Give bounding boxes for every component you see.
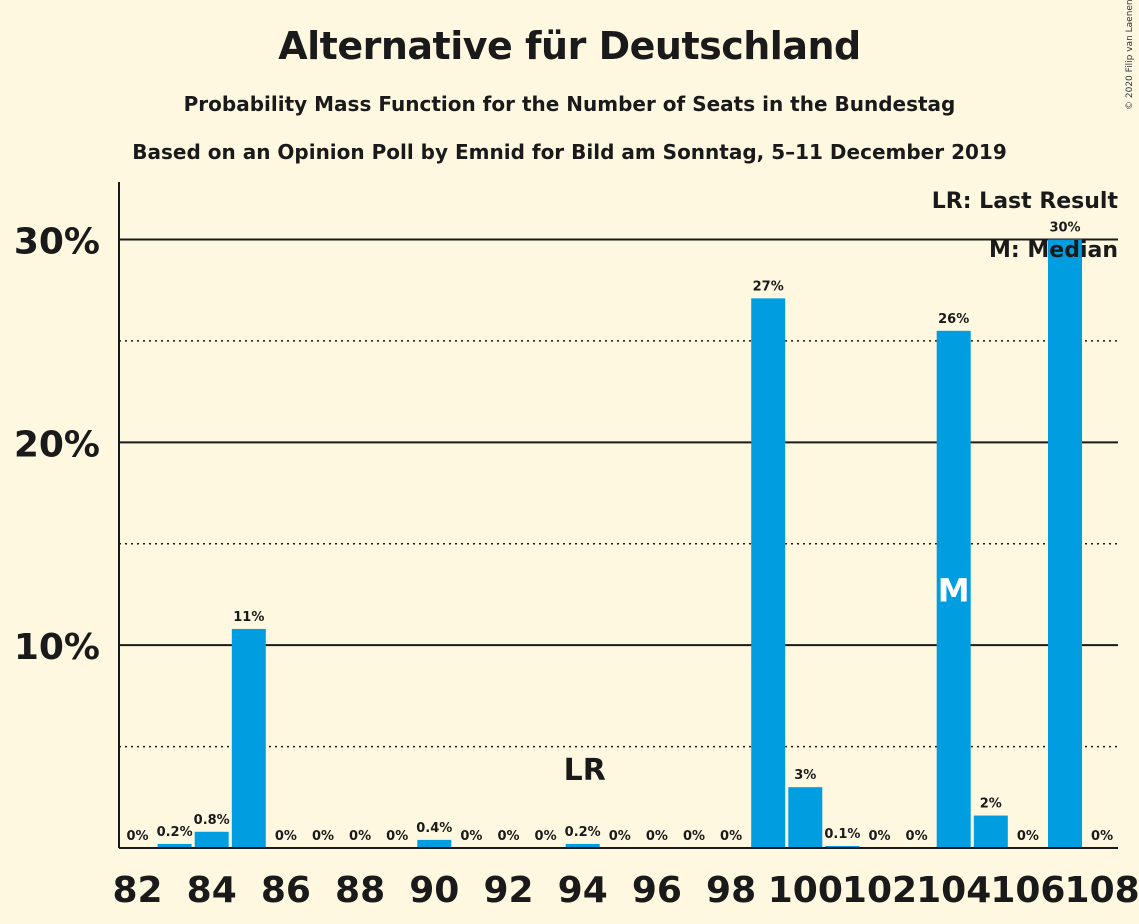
data-label: 0%: [868, 829, 890, 844]
data-label: 0%: [535, 829, 557, 844]
bar: [194, 831, 229, 848]
x-tick-label: 106: [990, 870, 1065, 911]
data-label: 0%: [275, 829, 297, 844]
data-label: 0%: [386, 829, 408, 844]
data-label: 0%: [646, 829, 668, 844]
data-label: 0%: [126, 829, 148, 844]
data-label: 26%: [938, 312, 969, 327]
x-tick-label: 84: [187, 870, 237, 911]
data-label: 0%: [497, 829, 519, 844]
x-tick-label: 90: [409, 870, 459, 911]
data-label: 27%: [753, 279, 784, 294]
data-label: 11%: [233, 610, 264, 625]
last-result-marker: LR: [564, 753, 606, 788]
bar: [1048, 239, 1082, 848]
data-label: 0%: [609, 829, 631, 844]
data-label: 30%: [1049, 221, 1080, 236]
bar: [157, 843, 192, 848]
data-label: 0%: [720, 829, 742, 844]
data-label: 2%: [980, 797, 1002, 812]
bar: [751, 298, 786, 848]
x-tick-label: 102: [842, 870, 917, 911]
data-label: 0%: [683, 829, 705, 844]
data-label: 0.4%: [416, 821, 452, 836]
data-labels: 0% 0.2%0.8%11%0% 0% 0% 0%0.4%0% 0% 0% 0.2% 0% 0% 0…: [126, 221, 1113, 845]
data-label: 0%: [1091, 829, 1113, 844]
data-label: 0.1%: [824, 827, 860, 842]
y-tick-label: 30%: [14, 222, 100, 263]
x-tick-label: 108: [1065, 870, 1139, 911]
legend-median: M: Median: [989, 238, 1118, 263]
bar: [417, 839, 452, 848]
bars: [157, 239, 1082, 848]
median-marker: M: [938, 571, 970, 609]
data-label: 0.8%: [194, 813, 230, 828]
data-label: 0%: [349, 829, 371, 844]
bar: [565, 843, 600, 848]
bar: [973, 815, 1008, 848]
data-label: 0%: [312, 829, 334, 844]
x-tick-label: 98: [706, 870, 756, 911]
data-label: 0%: [1017, 829, 1039, 844]
x-tick-label: 94: [558, 870, 608, 911]
y-tick-label: 20%: [14, 424, 100, 465]
x-tick-label: 92: [483, 870, 533, 911]
grid-lines: 10% 20% 30%: [14, 222, 1118, 748]
data-label: 0.2%: [565, 825, 601, 840]
y-tick-label: 10%: [14, 627, 100, 668]
x-tick-label: 88: [335, 870, 385, 911]
bar: [788, 787, 823, 848]
x-tick-label: 100: [768, 870, 843, 911]
chart-subtitle-source: Based on an Opinion Poll by Emnid for Bi…: [132, 140, 1007, 164]
x-tick-label: 96: [632, 870, 682, 911]
data-label: 0.2%: [157, 825, 193, 840]
bar: [231, 628, 266, 848]
data-label: 0%: [906, 829, 928, 844]
bar: [825, 845, 860, 848]
markers: LR M: [564, 571, 970, 788]
chart-subtitle: Probability Mass Function for the Number…: [183, 92, 956, 116]
chart-title: Alternative für Deutschland: [278, 24, 861, 68]
legend-last-result: LR: Last Result: [932, 189, 1119, 214]
x-tick-label: 104: [916, 870, 991, 911]
x-tick-label: 82: [112, 870, 162, 911]
bar: [936, 330, 971, 848]
x-tick-label: 86: [261, 870, 311, 911]
data-label: 3%: [794, 768, 816, 783]
data-label: 0%: [460, 829, 482, 844]
axes: 82 84 86 88 90 92 94 96 98 100 102 104 106 108: [112, 182, 1139, 911]
